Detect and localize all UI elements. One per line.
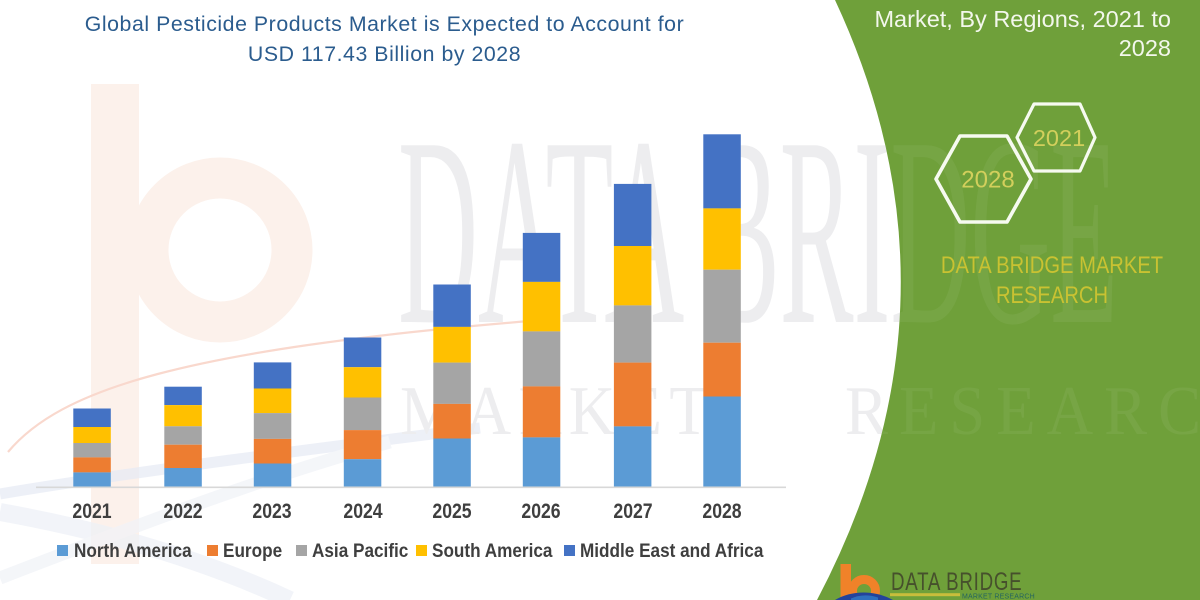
svg-text:DATA BRIDGE: DATA BRIDGE (398, 81, 1118, 381)
svg-text:RESEARCH: RESEARCH (845, 372, 1200, 450)
svg-text:MARKET RESEARCH: MARKET RESEARCH (962, 594, 1035, 600)
svg-text:2028: 2028 (961, 167, 1014, 194)
svg-text:DATA BRIDGE: DATA BRIDGE (891, 567, 1022, 595)
svg-text:2021: 2021 (1033, 125, 1085, 151)
